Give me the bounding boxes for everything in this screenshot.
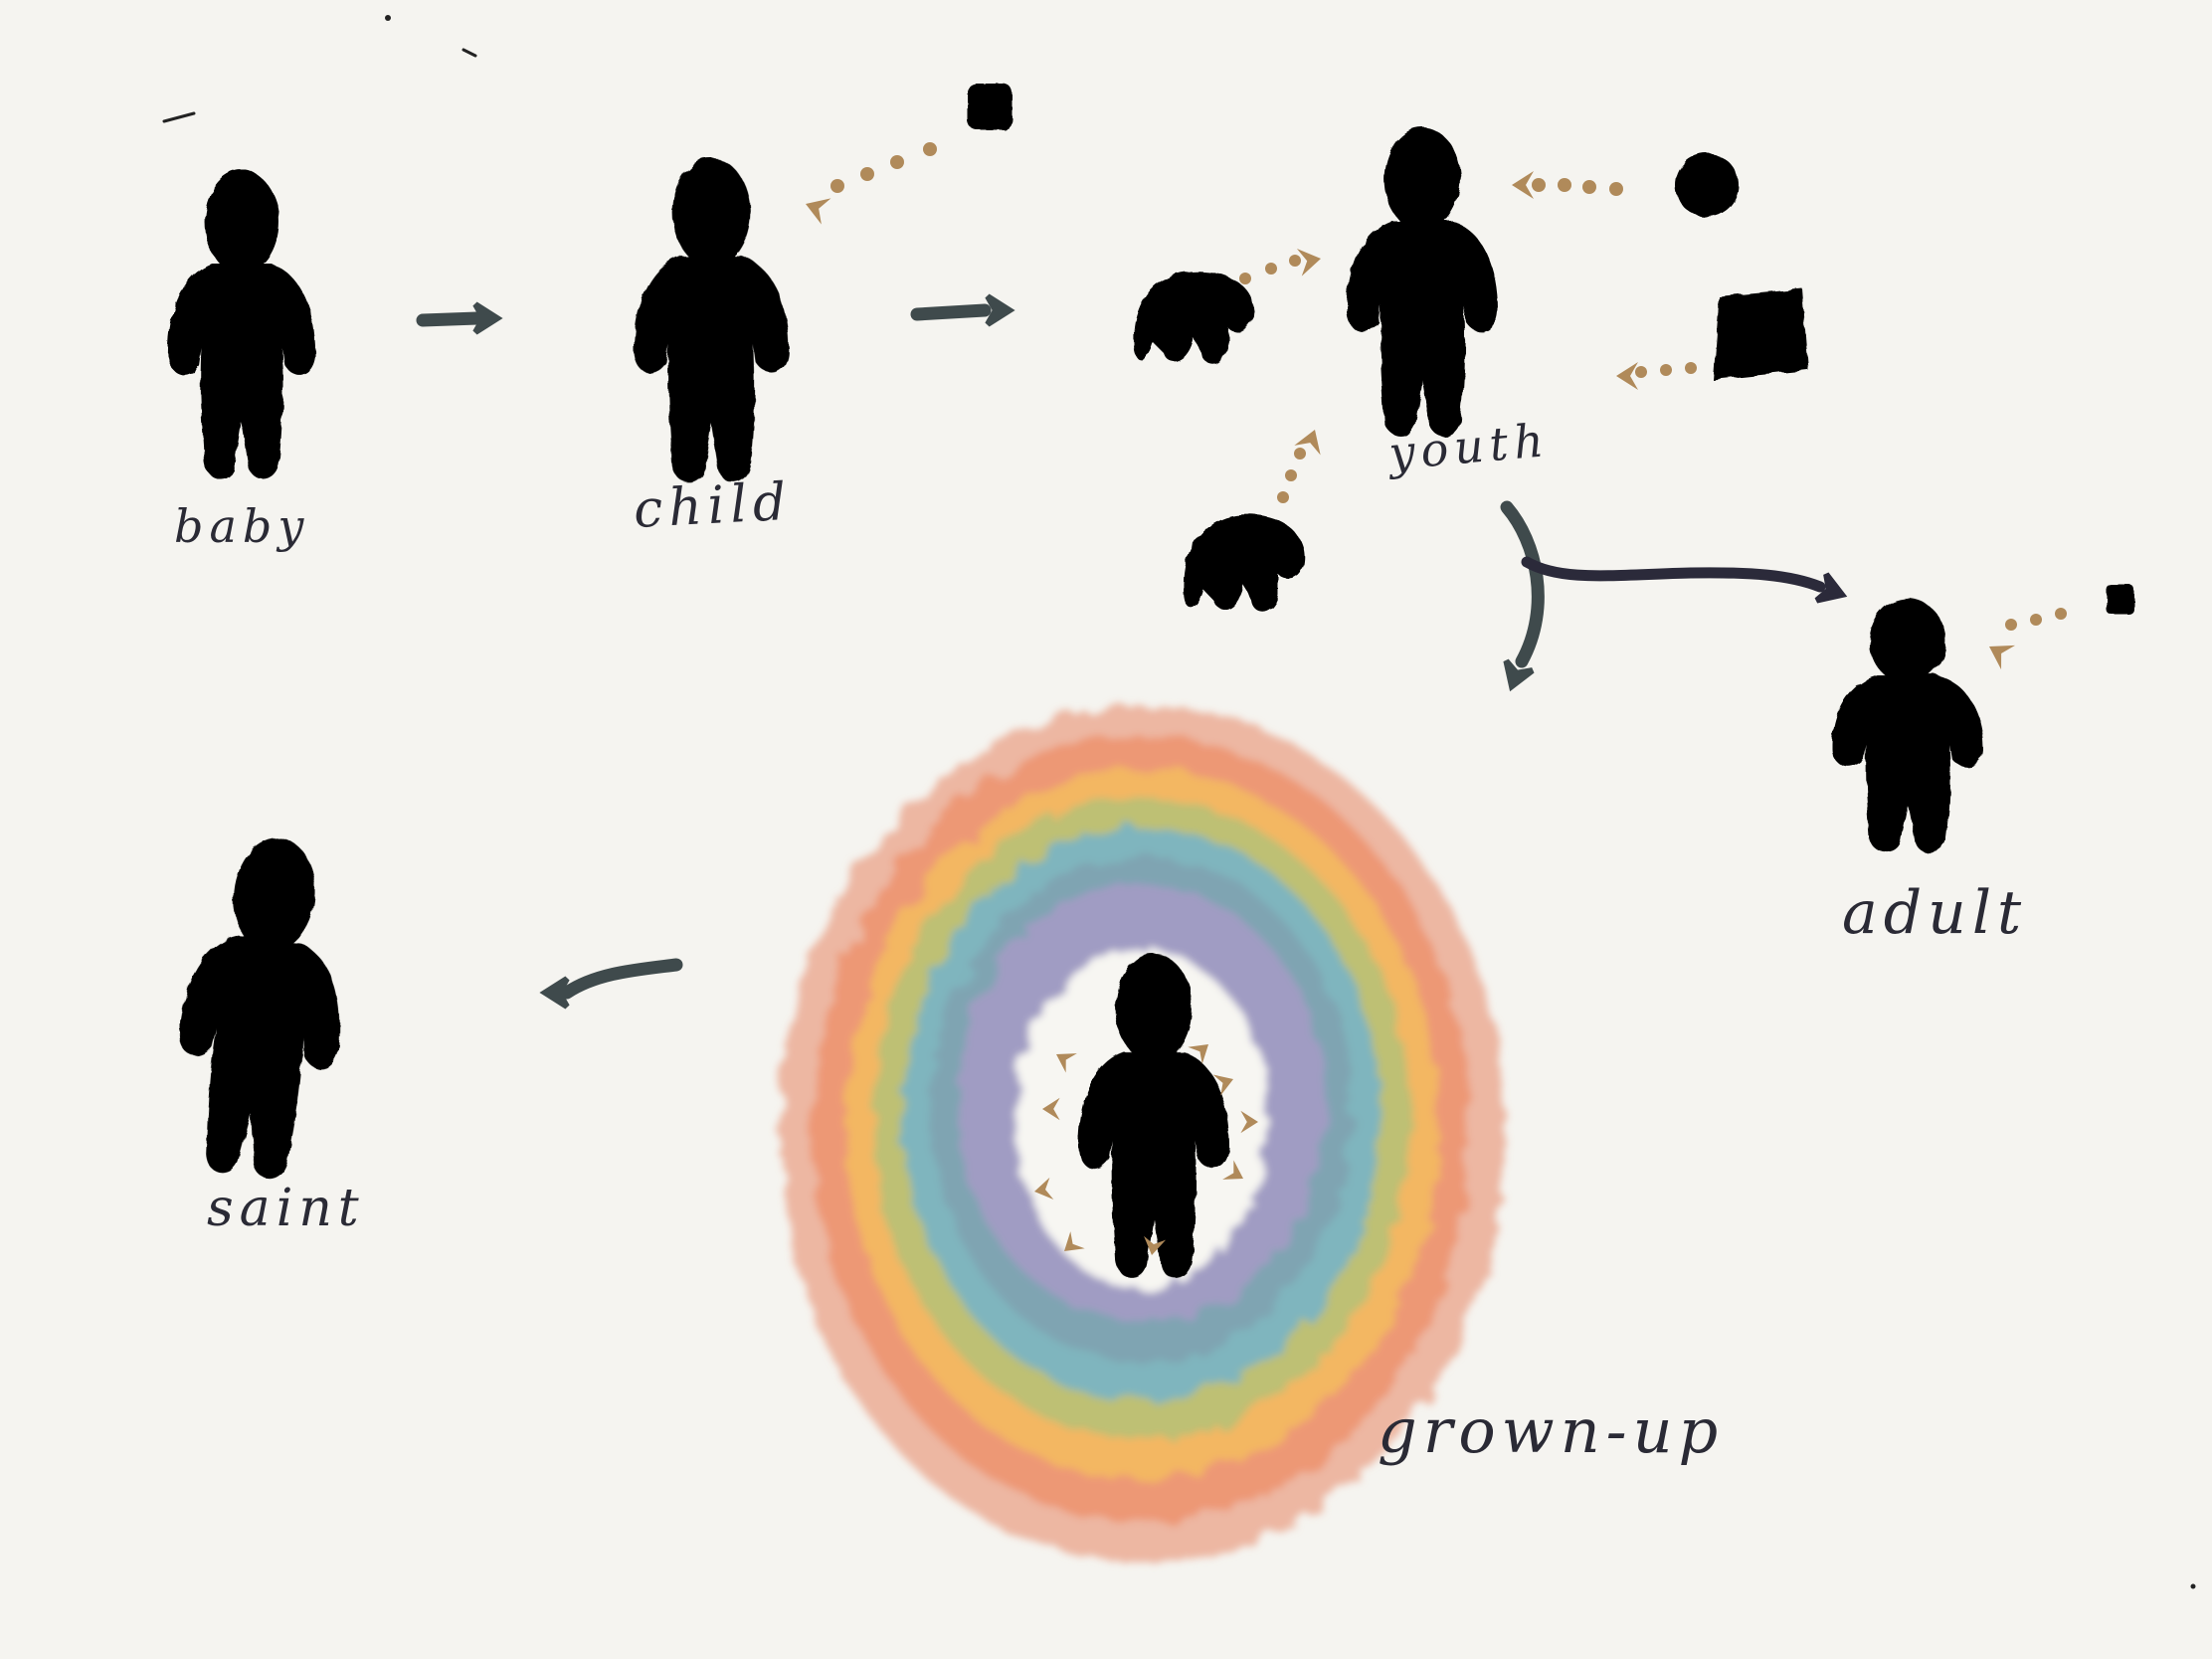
arrow-grown-up-to-saint — [545, 958, 683, 1007]
object-blob-icon — [967, 84, 1013, 129]
label-baby: baby — [174, 499, 309, 553]
dotted-arrow-icon — [1512, 171, 1623, 199]
label-grown-up: grown-up — [1378, 1394, 1724, 1467]
small-figure — [1183, 514, 1304, 612]
progression-arrows — [416, 296, 1545, 1007]
arrow-youth-to-grown-up — [1499, 500, 1545, 691]
arrow-baby-to-child — [416, 304, 497, 332]
small-figure — [1133, 271, 1254, 364]
object-blob-icon — [1675, 153, 1739, 217]
attention-arrows — [801, 142, 2067, 1260]
arrow-child-to-youth — [910, 296, 1010, 324]
object-blob-icon — [2107, 585, 2134, 615]
dotted-arrow-icon — [1982, 608, 2067, 670]
object-blob-icon — [1713, 288, 1808, 380]
arrow-youth-to-adult — [1521, 556, 1847, 608]
stray-marks — [162, 15, 2196, 1589]
baby-figure — [167, 170, 316, 479]
dotted-arrow-icon — [1616, 362, 1697, 390]
dotted-arrow-icon — [1239, 245, 1324, 284]
child-figure — [634, 157, 789, 482]
dotted-arrow-icon — [1277, 425, 1329, 503]
adult-figure — [1832, 598, 1983, 852]
label-saint: saint — [207, 1179, 365, 1238]
label-adult: adult — [1842, 878, 2027, 948]
youth-figure — [1347, 127, 1498, 437]
label-child: child — [633, 472, 794, 540]
dotted-arrow-icon — [801, 142, 937, 225]
saint-figure — [164, 830, 360, 1185]
